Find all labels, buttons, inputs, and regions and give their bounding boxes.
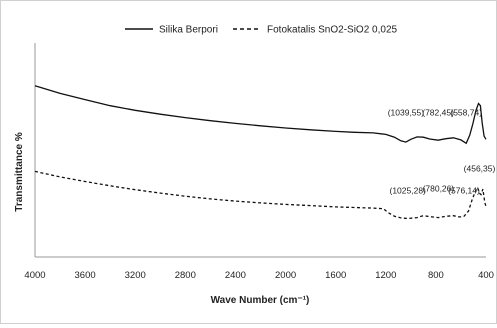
peak-annotation-3: (1025,28) bbox=[390, 186, 427, 196]
x-tick-label-7: 1200 bbox=[375, 270, 396, 281]
legend-label-fotokatalis: Fotokatalis SnO2-SiO2 0,025 bbox=[267, 25, 398, 36]
x-tick-label-5: 2000 bbox=[275, 270, 296, 281]
x-tick-label-1: 3600 bbox=[75, 270, 96, 281]
legend-label-silika: Silika Berpori bbox=[159, 25, 218, 36]
legend: Silika Berpori Fotokatalis SnO2-SiO2 0,0… bbox=[125, 25, 398, 36]
x-tick-label-8: 800 bbox=[428, 270, 444, 281]
ftir-chart: Silika Berpori Fotokatalis SnO2-SiO2 0,0… bbox=[14, 25, 496, 307]
peak-annotation-2: (558,74) bbox=[450, 108, 482, 118]
peak-annotation-6: (456,35) bbox=[464, 163, 496, 173]
series-line-0 bbox=[34, 85, 487, 145]
peak-annotation-5: (576,14) bbox=[448, 186, 480, 196]
peak-annotation-0: (1039,55) bbox=[388, 108, 425, 118]
x-tick-label-6: 1600 bbox=[325, 270, 346, 281]
x-tick-label-4: 2400 bbox=[225, 270, 246, 281]
x-axis-title: Wave Number (cm⁻¹) bbox=[211, 295, 310, 306]
peak-annotation-1: (782,45) bbox=[422, 108, 454, 118]
x-tick-label-9: 400 bbox=[478, 270, 494, 281]
x-ticks: 4000 3600 3200 2800 2400 2000 1600 1200 800 400 bbox=[24, 270, 494, 281]
series-line-1 bbox=[34, 170, 487, 220]
x-tick-label-2: 3200 bbox=[125, 270, 146, 281]
x-tick-label-3: 2800 bbox=[175, 270, 196, 281]
y-axis-title: Transmittance % bbox=[14, 132, 25, 212]
x-tick-label-0: 4000 bbox=[24, 270, 45, 281]
plot-area: (1039,55)(782,45)(558,74) (1025,28)(780,2… bbox=[34, 85, 496, 220]
peak-annotation-4: (780,26) bbox=[423, 183, 455, 193]
